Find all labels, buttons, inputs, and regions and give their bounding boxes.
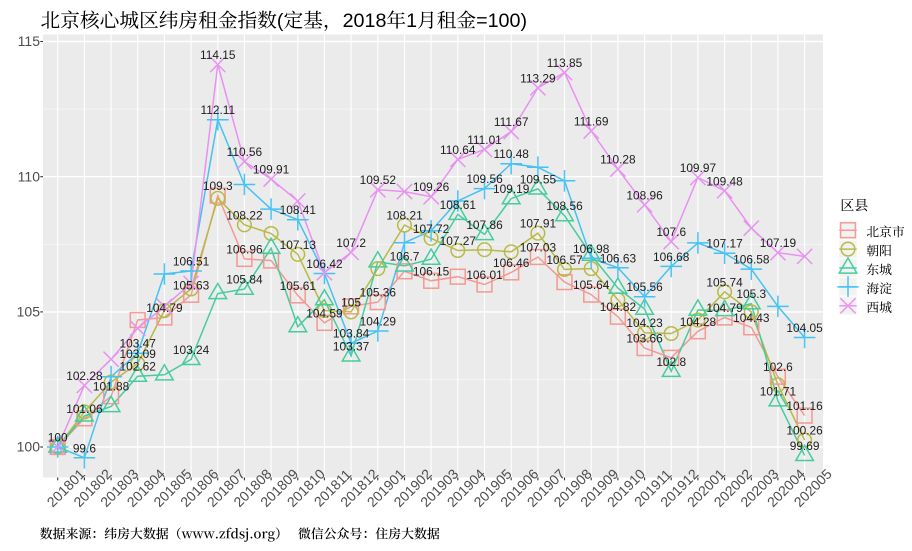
svg-text:106.57: 106.57: [546, 253, 583, 267]
svg-text:108.56: 108.56: [546, 199, 583, 213]
svg-text:111.67: 111.67: [494, 115, 529, 129]
svg-text:103.37: 103.37: [333, 339, 370, 353]
svg-text:110.48: 110.48: [493, 147, 529, 161]
svg-text:106.01: 106.01: [466, 268, 503, 282]
svg-text:106.96: 106.96: [226, 242, 263, 256]
svg-text:110: 110: [18, 168, 41, 184]
svg-text:101.88: 101.88: [93, 380, 130, 394]
svg-text:104.05: 104.05: [786, 321, 823, 335]
svg-text:107.86: 107.86: [466, 218, 503, 232]
svg-text:103.47: 103.47: [120, 337, 157, 351]
svg-text:106.51: 106.51: [173, 255, 210, 269]
svg-text:114.15: 114.15: [200, 48, 236, 62]
svg-text:106.46: 106.46: [493, 256, 530, 270]
svg-text:107.03: 107.03: [520, 241, 557, 255]
svg-text:106.7: 106.7: [390, 249, 420, 263]
svg-text:2018: 2018: [343, 10, 387, 32]
svg-text:104.43: 104.43: [733, 311, 770, 325]
svg-text:109.48: 109.48: [706, 174, 743, 188]
svg-text:108.22: 108.22: [226, 208, 263, 222]
svg-text:109.3: 109.3: [203, 179, 233, 193]
svg-text:112.11: 112.11: [200, 103, 235, 117]
svg-text:102.6: 102.6: [763, 360, 793, 374]
svg-text:102.62: 102.62: [120, 360, 157, 374]
svg-text:104.28: 104.28: [680, 315, 717, 329]
svg-text:106.98: 106.98: [573, 242, 610, 256]
svg-text:104.59: 104.59: [306, 306, 343, 320]
svg-text:106.58: 106.58: [733, 253, 770, 267]
svg-text:107.91: 107.91: [520, 217, 557, 231]
svg-text:105.56: 105.56: [626, 280, 663, 294]
svg-text:105.74: 105.74: [706, 275, 743, 289]
svg-text:103.24: 103.24: [173, 343, 210, 357]
svg-text:110.56: 110.56: [227, 145, 263, 159]
svg-text:107.6: 107.6: [656, 225, 686, 239]
svg-text:103.66: 103.66: [626, 332, 663, 346]
svg-text:101.06: 101.06: [66, 402, 103, 416]
svg-text:107.27: 107.27: [440, 234, 477, 248]
svg-text:109.26: 109.26: [413, 180, 450, 194]
svg-text:107.13: 107.13: [280, 238, 317, 252]
svg-text:100: 100: [17, 439, 41, 455]
svg-text:99.6: 99.6: [73, 441, 97, 455]
svg-text:(: (: [277, 10, 284, 32]
svg-text:110.28: 110.28: [600, 153, 636, 167]
svg-text:105.63: 105.63: [173, 278, 210, 292]
svg-text:104.23: 104.23: [626, 316, 663, 330]
svg-text:1: 1: [406, 10, 417, 32]
svg-text:107.17: 107.17: [706, 237, 743, 251]
svg-text:107.2: 107.2: [336, 236, 366, 250]
svg-text:108.61: 108.61: [440, 198, 477, 212]
svg-text:105.61: 105.61: [280, 279, 317, 293]
svg-text:109.55: 109.55: [520, 172, 557, 186]
svg-text:109.91: 109.91: [253, 163, 290, 177]
svg-text:106.15: 106.15: [413, 264, 450, 278]
svg-text:108.21: 108.21: [386, 209, 423, 223]
svg-text:104.79: 104.79: [146, 301, 183, 315]
svg-text:104.79: 104.79: [706, 301, 743, 315]
svg-text:110.64: 110.64: [440, 143, 476, 157]
svg-text:115: 115: [18, 33, 41, 49]
svg-text:113.29: 113.29: [520, 71, 556, 85]
svg-text:105: 105: [341, 295, 361, 309]
svg-text:105.3: 105.3: [736, 287, 766, 301]
svg-text:103.09: 103.09: [120, 347, 157, 361]
svg-text:103.84: 103.84: [333, 327, 370, 341]
svg-text:108.96: 108.96: [626, 188, 663, 202]
svg-text:=100): =100): [476, 10, 527, 32]
svg-text:108.41: 108.41: [280, 203, 317, 217]
svg-text:99.69: 99.69: [790, 439, 820, 453]
svg-text:105.64: 105.64: [573, 278, 610, 292]
svg-text:106.42: 106.42: [306, 257, 343, 271]
svg-text:100.26: 100.26: [786, 424, 823, 438]
svg-text:104.29: 104.29: [360, 315, 397, 329]
svg-text:102.28: 102.28: [66, 369, 103, 383]
svg-text:107.72: 107.72: [413, 222, 450, 236]
svg-text:113.85: 113.85: [547, 56, 583, 70]
svg-text:104.82: 104.82: [600, 300, 637, 314]
svg-text:101.16: 101.16: [786, 399, 823, 413]
svg-text:106.68: 106.68: [653, 250, 690, 264]
svg-text:106.63: 106.63: [600, 251, 637, 265]
svg-text:111.01: 111.01: [467, 133, 502, 147]
svg-text:105.84: 105.84: [226, 273, 263, 287]
svg-text:109.19: 109.19: [493, 182, 530, 196]
svg-text:102.8: 102.8: [656, 355, 686, 369]
svg-text:109.52: 109.52: [360, 173, 397, 187]
svg-text:105: 105: [17, 304, 41, 320]
svg-text:107.19: 107.19: [760, 236, 797, 250]
svg-text:101.71: 101.71: [760, 384, 797, 398]
svg-text:105.36: 105.36: [360, 286, 397, 300]
svg-text:109.97: 109.97: [680, 161, 717, 175]
svg-text:100: 100: [48, 431, 68, 445]
svg-text:109.56: 109.56: [466, 172, 503, 186]
svg-text:111.69: 111.69: [574, 115, 609, 129]
